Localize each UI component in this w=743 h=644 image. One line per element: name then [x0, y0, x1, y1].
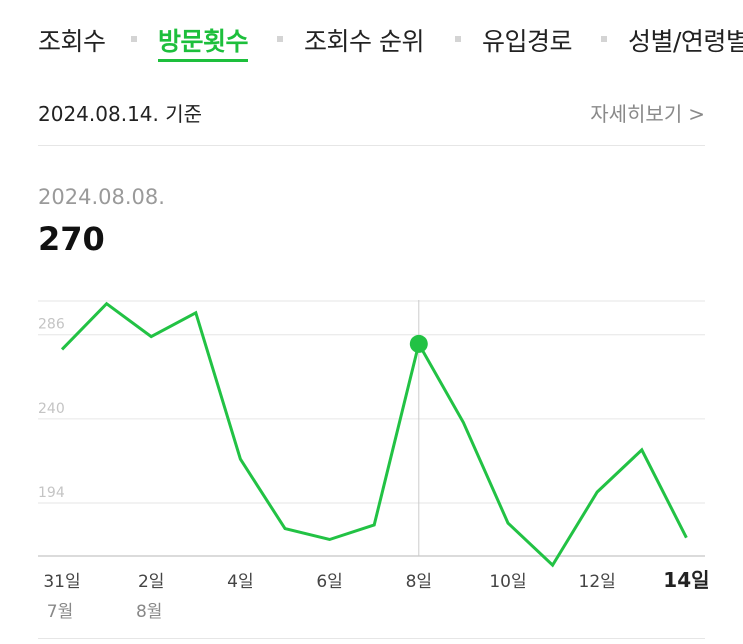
header-divider: [38, 145, 705, 146]
bottom-divider: [38, 638, 705, 639]
tab-separator: [601, 36, 607, 42]
x-tick-label: 4일: [227, 572, 253, 592]
tab-inflow-path[interactable]: 유입경로: [482, 27, 573, 56]
tab-separator: [131, 36, 137, 42]
x-tick-label: 10일: [489, 572, 526, 592]
stats-tab-bar: 조회수 방문횟수 조회수 순위 유입경로 성별/연령별: [0, 18, 743, 64]
tab-visits[interactable]: 방문횟수: [158, 22, 249, 62]
tab-gender-age[interactable]: 성별/연령별: [628, 27, 743, 56]
tab-views-ranking[interactable]: 조회수 순위: [304, 27, 424, 56]
x-tick-label: 31일: [43, 572, 80, 592]
visits-line-chart[interactable]: 194 240 286 31일 7월 2일 8월 4일 6일 8일 10일 12일 14일: [0, 280, 743, 630]
x-tick-label: 12일: [579, 572, 616, 592]
x-tick-label: 14일: [663, 568, 709, 592]
x-month-label: 8월: [136, 602, 162, 622]
series-line: [60, 301, 688, 568]
tab-separator: [277, 36, 283, 42]
selected-date: 2024.08.08.: [38, 185, 165, 209]
y-tick-label: 286: [38, 317, 65, 333]
reference-date: 2024.08.14. 기준: [38, 102, 203, 126]
selected-value: 270: [38, 220, 105, 258]
x-tick-label: 2일: [138, 572, 164, 592]
detail-link[interactable]: 자세히보기 >: [590, 98, 705, 127]
tab-separator: [455, 36, 461, 42]
chevron-right-icon: >: [688, 102, 705, 126]
x-month-label: 7월: [47, 602, 73, 622]
y-tick-label: 194: [38, 485, 65, 501]
x-tick-label: 8일: [406, 572, 432, 592]
detail-link-label: 자세히보기: [590, 102, 683, 126]
x-tick-label: 6일: [316, 572, 342, 592]
selected-data-point: [409, 334, 428, 353]
y-tick-label: 240: [38, 401, 65, 417]
tab-views[interactable]: 조회수: [38, 27, 106, 56]
